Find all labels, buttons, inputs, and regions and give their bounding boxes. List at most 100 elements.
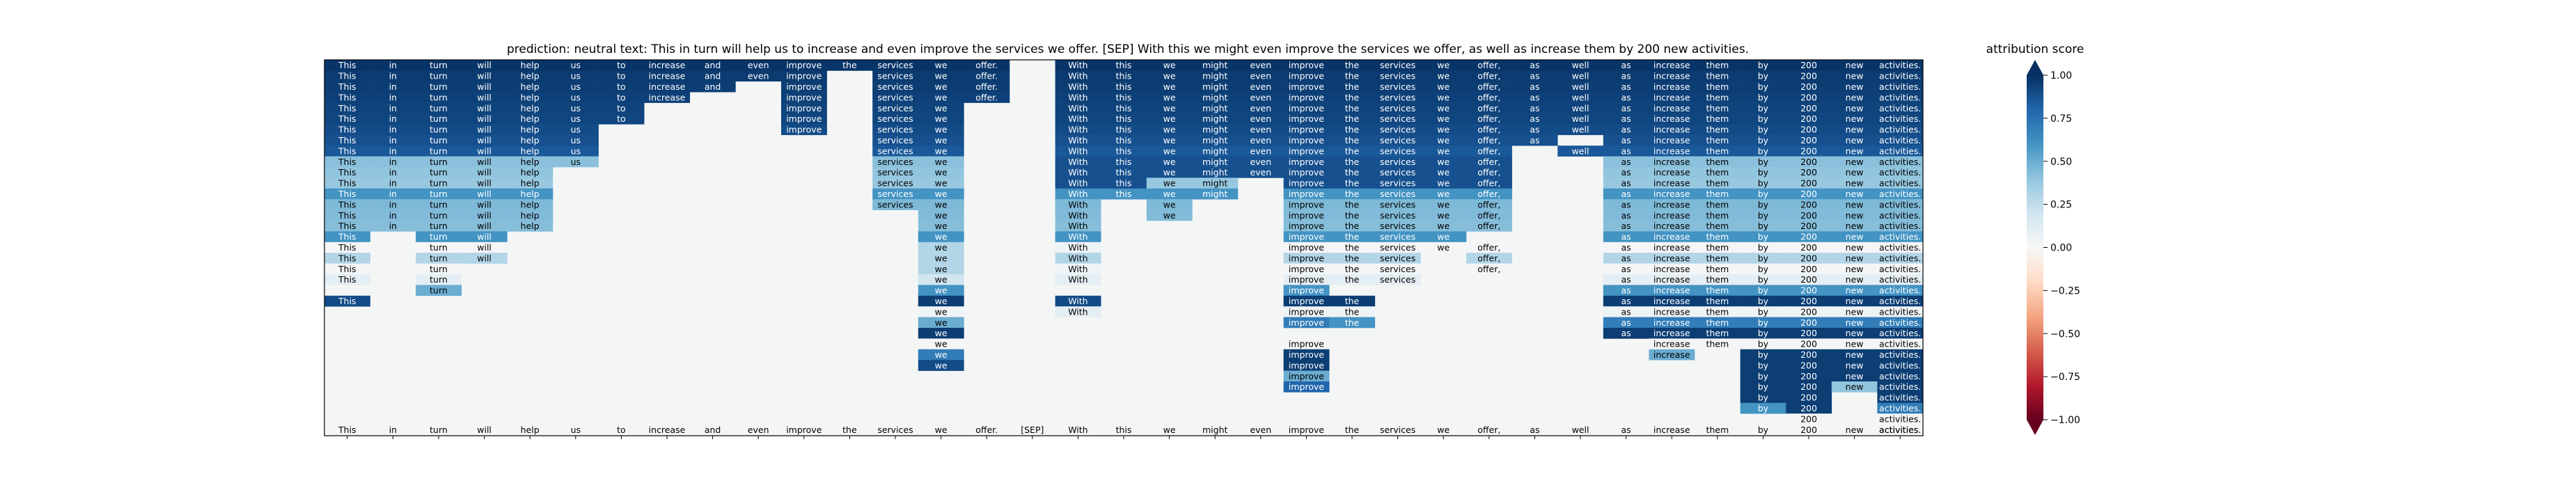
heatmap-cell [1511, 60, 1558, 71]
heatmap-cell [1649, 199, 1695, 210]
cell-token-label: new [1846, 178, 1864, 189]
cell-token-label: offer, [1477, 113, 1500, 124]
heatmap-cell [1877, 199, 1924, 210]
cell-token-label: new [1846, 157, 1864, 167]
heatmap-cell [1055, 221, 1101, 232]
heatmap-cell [1740, 221, 1786, 232]
cell-token-label: we [935, 145, 948, 156]
heatmap-cell [507, 156, 553, 168]
cell-token-label: as [1621, 242, 1631, 253]
heatmap-cell [1786, 263, 1832, 275]
cell-token-label: increase [1654, 253, 1690, 263]
heatmap-cell [324, 167, 370, 178]
heatmap-cell [1786, 285, 1832, 297]
heatmap-cell [1877, 102, 1924, 114]
heatmap-cell [1786, 274, 1832, 285]
cell-token-label: will [477, 253, 492, 263]
heatmap-cell [1283, 167, 1330, 178]
cell-token-label: as [1530, 113, 1539, 124]
heatmap-cell [1831, 306, 1878, 317]
cell-token-label: by [1758, 103, 1769, 113]
heatmap-cell [598, 81, 645, 93]
heatmap-cell [1146, 81, 1193, 93]
heatmap-cell [1283, 381, 1330, 393]
heatmap-cell [507, 134, 553, 146]
heatmap-cell [1238, 124, 1284, 136]
cell-token-label: them [1706, 285, 1729, 296]
heatmap-cell [1420, 81, 1467, 93]
cell-token-label: the [1345, 242, 1360, 253]
heatmap-cell [1695, 124, 1741, 136]
cell-token-label: With [1068, 125, 1087, 135]
x-tick-label: new [1846, 425, 1864, 435]
cell-token-label: them [1706, 81, 1729, 92]
cell-token-label: This [338, 199, 356, 210]
x-tick-label: we [1163, 425, 1176, 435]
heatmap-cell [324, 253, 370, 264]
heatmap-cell [644, 70, 691, 82]
colorbar-tick-label: −0.50 [2050, 329, 2080, 340]
heatmap-cell [1831, 317, 1878, 329]
heatmap-cell [1101, 134, 1147, 146]
heatmap-cell [1101, 156, 1147, 168]
heatmap-cell [370, 134, 416, 146]
heatmap-cell [324, 295, 370, 307]
heatmap-cell [370, 70, 416, 82]
heatmap-cell [1192, 188, 1239, 200]
x-tick-label: improve [1289, 425, 1324, 435]
heatmap-cell [1511, 81, 1558, 93]
x-tick-label: and [705, 425, 721, 435]
cell-token-label: as [1530, 135, 1539, 145]
heatmap-cell [1466, 253, 1512, 264]
heatmap-cell [1786, 253, 1832, 264]
heatmap-cell [1786, 199, 1832, 210]
heatmap-cell [781, 81, 827, 93]
heatmap-cell [1283, 177, 1330, 189]
cell-token-label: improve [1289, 253, 1324, 263]
cell-token-label: as [1621, 285, 1631, 296]
cell-token-label: help [521, 167, 540, 177]
heatmap-cell [1831, 328, 1878, 339]
heatmap-cell [1329, 317, 1376, 329]
cell-token-label: activities. [1879, 371, 1921, 381]
cell-token-label: even [1250, 81, 1271, 92]
heatmap-cell [826, 60, 873, 71]
heatmap-cell [1420, 134, 1467, 146]
heatmap-cell [1740, 81, 1786, 93]
cell-token-label: services [1380, 145, 1415, 156]
heatmap-cell [507, 199, 553, 210]
cell-token-label: improve [786, 125, 822, 135]
cell-token-label: we [935, 135, 948, 145]
cell-token-label: as [1621, 232, 1631, 242]
cell-token-label: them [1706, 189, 1729, 199]
heatmap-cell [1786, 124, 1832, 136]
heatmap-cell [1146, 102, 1193, 114]
heatmap-cell [1055, 124, 1101, 136]
cell-token-label: This [338, 264, 356, 274]
heatmap-cell [1557, 70, 1604, 82]
cell-token-label: With [1068, 113, 1087, 124]
cell-token-label: this [1116, 60, 1132, 70]
cell-token-label: as [1621, 60, 1631, 70]
cell-token-label: With [1068, 189, 1087, 199]
heatmap-cell [1877, 360, 1924, 371]
cell-token-label: we [1163, 60, 1176, 70]
cell-token-label: even [748, 71, 769, 81]
cell-token-label: well [1572, 113, 1589, 124]
cell-token-label: turn [430, 125, 448, 135]
colorbar-top-extension [2027, 60, 2043, 75]
cell-token-label: new [1846, 371, 1864, 381]
heatmap-cell [1831, 231, 1878, 243]
cell-token-label: services [1380, 92, 1415, 102]
cell-token-label: 200 [1800, 339, 1817, 349]
cell-token-label: improve [786, 103, 822, 113]
cell-token-label: This [338, 167, 356, 177]
heatmap-cell [1238, 134, 1284, 146]
cell-token-label: offer, [1477, 125, 1500, 135]
heatmap-cell [1786, 381, 1832, 393]
cell-token-label: new [1846, 349, 1864, 360]
heatmap-cell [1283, 221, 1330, 232]
cell-token-label: increase [1654, 328, 1690, 338]
heatmap-cell [1055, 199, 1101, 210]
cell-token-label: this [1116, 189, 1132, 199]
